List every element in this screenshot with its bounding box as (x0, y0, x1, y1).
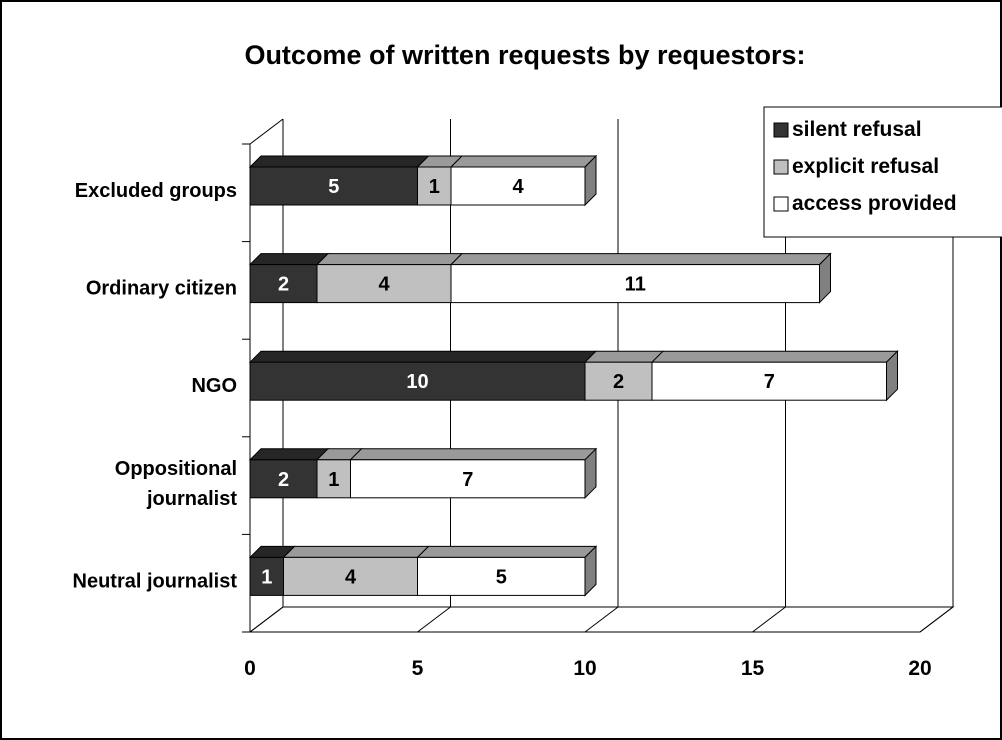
bar-ordinary-citizen-access-provided (450, 264, 820, 304)
bar-top-explicit-refusal (315, 253, 464, 266)
bar-top-access-provided (349, 448, 598, 461)
data-label: 5 (496, 566, 507, 588)
category-label-line: Neutral journalist (73, 570, 238, 592)
bar-side (584, 154, 597, 207)
bar-ngo-access-provided (651, 361, 887, 401)
category-label-oppositional-journalist: Oppositional journalist (115, 458, 238, 510)
data-label: 2 (613, 371, 624, 393)
bar-excluded-groups-explicit-refusal (417, 166, 452, 206)
bar-top-silent-refusal (248, 253, 330, 266)
legend-label-silent-refusal: silent refusal (792, 118, 922, 141)
bar-side (819, 252, 831, 304)
data-label: 10 (406, 371, 428, 393)
legend-swatch-access-provided (773, 196, 789, 212)
x-tick-label: 0 (244, 657, 256, 680)
bar-top-access-provided (416, 545, 598, 558)
category-label-line: Ordinary citizen (86, 278, 237, 300)
legend-label-access-provided: access provided (792, 192, 957, 215)
legend-label-explicit-refusal: explicit refusal (792, 155, 939, 178)
data-label: 4 (345, 566, 357, 588)
legend-swatch-explicit-refusal (773, 159, 789, 175)
data-label: 2 (278, 469, 289, 491)
bar-top-access-provided (449, 155, 598, 168)
chart-title: Outcome of written requests by requestor… (244, 40, 805, 70)
legend: silent refusal explicit refusal access pro… (763, 106, 1002, 238)
category-label-line: Excluded groups (75, 180, 237, 202)
bar-top-access-provided (449, 253, 832, 266)
category-label-ngo: NGO (191, 375, 237, 397)
bar-top-access-provided (650, 350, 899, 363)
data-label: 1 (261, 566, 272, 588)
data-label: 7 (462, 469, 473, 491)
bar-top-explicit-refusal (583, 350, 665, 363)
bar-oppositional-journalist-silent-refusal (249, 459, 318, 499)
bar-top-silent-refusal (248, 350, 598, 363)
bar-oppositional-journalist-explicit-refusal (316, 459, 351, 499)
bar-top-silent-refusal (248, 155, 430, 168)
data-label: 1 (328, 469, 339, 491)
x-tick-label: 10 (573, 657, 596, 680)
floor-line (919, 606, 954, 633)
floor-line (584, 606, 619, 633)
plot-area: Excluded groups Ordinary citizen NGO Opposi… (73, 118, 955, 680)
bar-neutral-journalist-explicit-refusal (283, 556, 418, 596)
category-label-line: NGO (191, 375, 237, 397)
category-label-neutral-journalist: Neutral journalist (73, 570, 238, 592)
bar-neutral-journalist-access-provided (417, 556, 586, 596)
floor-line (752, 606, 786, 633)
data-label: 7 (764, 371, 775, 393)
bar-excluded-groups-access-provided (450, 166, 586, 206)
bar-ordinary-citizen-explicit-refusal (316, 264, 452, 304)
x-tick-label: 5 (412, 657, 424, 680)
bar-side (584, 545, 597, 597)
bar-excluded-groups-silent-refusal (249, 166, 418, 206)
legend-box (763, 106, 1002, 238)
data-label: 4 (378, 274, 390, 296)
y-axis-depth (249, 118, 284, 145)
data-label: 2 (278, 274, 289, 296)
category-label-line: Oppositional (115, 458, 237, 480)
legend-swatch-silent-refusal (773, 122, 789, 138)
x-tick-label: 20 (908, 657, 931, 680)
category-label-excluded-groups: Excluded groups (75, 180, 237, 202)
bar-side (886, 349, 898, 402)
bar-ngo-silent-refusal (249, 361, 586, 401)
data-label: 5 (328, 176, 339, 198)
floor-line (249, 606, 284, 633)
category-label-line: journalist (146, 488, 237, 510)
bar-side (584, 447, 597, 500)
category-label-ordinary-citizen: Ordinary citizen (86, 278, 237, 300)
bar-top-explicit-refusal (282, 545, 430, 558)
data-label: 11 (625, 274, 646, 296)
bar-top-silent-refusal (248, 448, 330, 461)
data-label: 4 (512, 176, 524, 198)
floor-line (417, 606, 451, 633)
data-label: 1 (429, 176, 440, 198)
x-tick-label: 15 (741, 657, 765, 680)
